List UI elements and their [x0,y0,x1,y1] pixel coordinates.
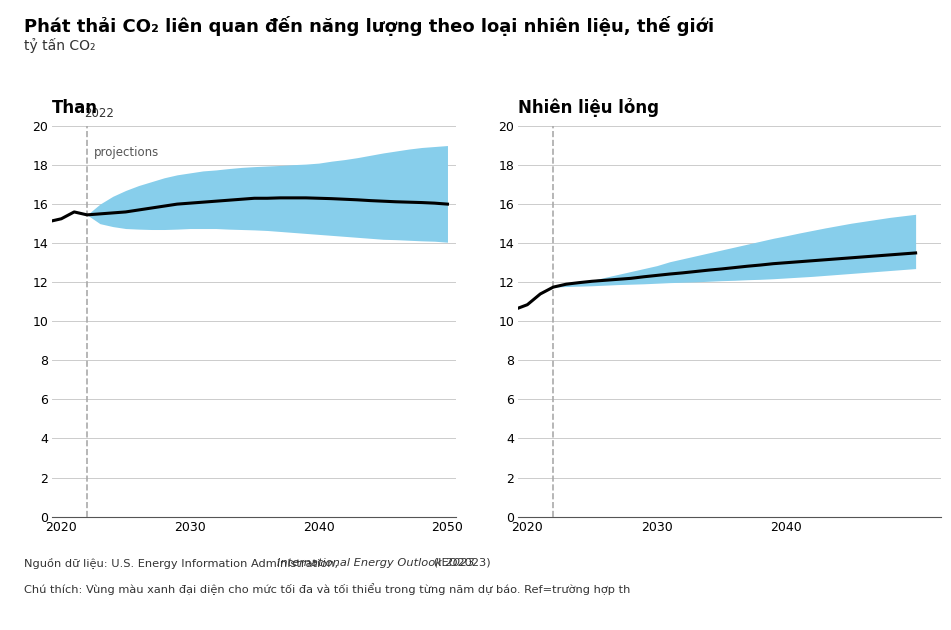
Text: (IEO2023): (IEO2023) [430,558,491,568]
Text: Nhiên liệu lỏng: Nhiên liệu lỏng [518,98,659,117]
Text: International Energy Outlook 2023: International Energy Outlook 2023 [278,558,475,568]
Text: Nguồn dữ liệu: U.S. Energy Information Administration,: Nguồn dữ liệu: U.S. Energy Information A… [24,558,341,568]
Text: Chú thích: Vùng màu xanh đại diện cho mức tối đa và tối thiểu trong từng năm dự : Chú thích: Vùng màu xanh đại diện cho mứ… [24,583,631,595]
Text: Phát thải CO₂ liên quan đến năng lượng theo loại nhiên liệu, thế giới: Phát thải CO₂ liên quan đến năng lượng t… [24,16,714,36]
Text: tỷ tấn CO₂: tỷ tấn CO₂ [24,38,95,53]
Text: 2022: 2022 [85,107,114,120]
Text: Than: Than [52,98,98,117]
Text: projections: projections [93,146,159,159]
